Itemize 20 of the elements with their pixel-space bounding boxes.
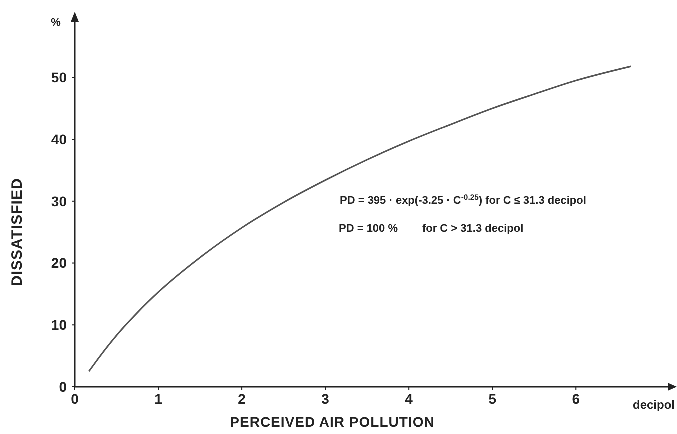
y-tick-label: 50 <box>51 70 68 86</box>
annotation: PD = 395 · exp(-3.25 · C$^{-0.25}$) for C ≤ 31.3 decipol <box>340 192 586 207</box>
y-tick-label: 40 <box>51 131 68 148</box>
y-tick-label: 30 <box>51 193 68 210</box>
text: decipol <box>633 398 676 412</box>
y-tick-label: 10 <box>51 317 68 334</box>
text: % <box>51 17 62 29</box>
x-tick-label: 6 <box>572 391 580 407</box>
x-axis-title: PERCEIVED AIR POLLUTION <box>230 414 435 430</box>
y-tick-label: 0 <box>59 378 68 395</box>
line-series <box>88 66 632 372</box>
x-tick-label: 3 <box>322 391 330 407</box>
x-tick-label: 1 <box>154 391 163 407</box>
y-tick-label: 20 <box>51 255 68 272</box>
x-tick-label: 5 <box>488 391 497 407</box>
annotation: PD = 100 % for C > 31.3 decipol <box>339 223 524 235</box>
x-tick-label: 2 <box>238 391 246 407</box>
x-tick-label: 0 <box>71 391 80 407</box>
x-tick-label: 4 <box>405 391 414 407</box>
y-axis-title: DISSATISFIED <box>9 178 26 286</box>
